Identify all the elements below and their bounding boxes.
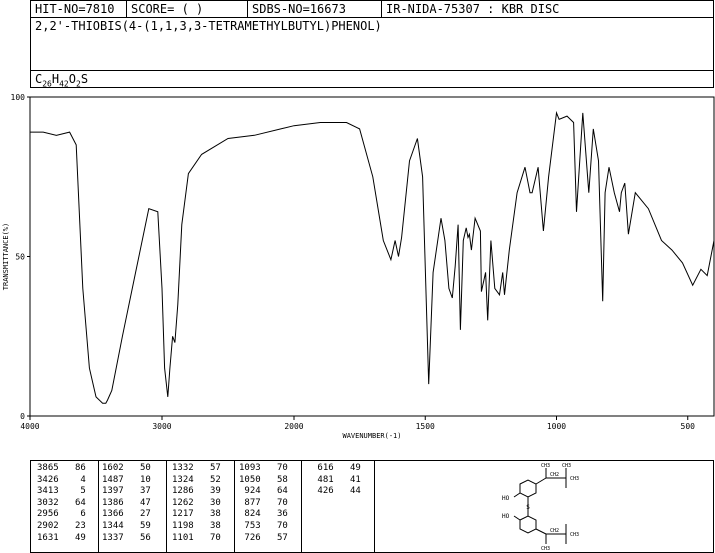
peak-row: 1101 70 bbox=[172, 532, 221, 543]
header-row-1: HIT-NO=7810 SCORE= ( ) SDBS-NO=16673 IR-… bbox=[30, 0, 714, 18]
x-axis-label: WAVENUMBER(-1) bbox=[342, 432, 401, 440]
peak-row: 3413 5 bbox=[37, 486, 86, 497]
peak-row: 481 41 bbox=[312, 474, 361, 485]
svg-text:CH2: CH2 bbox=[550, 528, 559, 534]
y-tick-label: 0 bbox=[20, 412, 25, 421]
svg-text:CH3: CH3 bbox=[570, 532, 579, 538]
x-tick-label: 500 bbox=[681, 422, 696, 431]
header-row-formula: C26H42O2S bbox=[30, 70, 714, 88]
peak-col-4: 1093 70 1050 58 924 64 877 70 824 36 753 … bbox=[239, 463, 288, 544]
chemical-structure: S HO HO CH3 CH3 CH2 CH3 CH3 CH2 CH3 bbox=[502, 463, 579, 550]
svg-text:CH3: CH3 bbox=[541, 546, 550, 550]
peak-row: 877 70 bbox=[239, 497, 288, 508]
y-tick-label: 50 bbox=[15, 253, 25, 262]
peak-row: 824 36 bbox=[239, 509, 288, 520]
plot-frame bbox=[29, 96, 715, 417]
peak-row: 1386 47 bbox=[102, 497, 151, 508]
peak-col-2: 1602 50 1487 10 1397 37 1386 47 1366 27 1344 … bbox=[102, 463, 151, 544]
peak-row: 1344 59 bbox=[102, 520, 151, 531]
peak-row: 1332 57 bbox=[172, 463, 221, 473]
peak-row: 3865 86 bbox=[37, 463, 86, 473]
peak-row: 426 44 bbox=[312, 486, 361, 497]
peak-row: 1487 10 bbox=[102, 474, 151, 485]
ir-spectrum-chart: 4000 3000 2000 1500 1000 500 0 50 100 WAVENUMBER(… bbox=[2, 93, 715, 440]
ir-identifier: IR-NIDA-75307 : KBR DISC bbox=[386, 2, 560, 16]
peak-row: 1217 38 bbox=[172, 509, 221, 520]
svg-text:CH3: CH3 bbox=[562, 463, 571, 469]
peak-row: 1050 58 bbox=[239, 474, 288, 485]
svg-text:S: S bbox=[526, 504, 530, 511]
peak-col-3: 1332 57 1324 52 1286 39 1262 30 1217 38 1198 … bbox=[172, 463, 221, 544]
x-tick-label: 3000 bbox=[152, 422, 171, 431]
x-tick-label: 1500 bbox=[416, 422, 435, 431]
peak-row: 1262 30 bbox=[172, 497, 221, 508]
peak-row: 1324 52 bbox=[172, 474, 221, 485]
x-tick-label: 1000 bbox=[547, 422, 566, 431]
score-field: SCORE= ( ) bbox=[131, 2, 204, 16]
peak-row: 3426 4 bbox=[37, 474, 86, 485]
peak-table: 3865 86 3426 4 3413 5 3032 64 2956 6 2902 23 1… bbox=[30, 460, 714, 553]
svg-text:CH3: CH3 bbox=[570, 476, 579, 482]
peak-row: 1602 50 bbox=[102, 463, 151, 473]
peak-row: 1286 39 bbox=[172, 486, 221, 497]
peak-row: 1366 27 bbox=[102, 509, 151, 520]
svg-text:HO: HO bbox=[502, 495, 510, 502]
y-tick-label: 100 bbox=[11, 93, 26, 102]
peak-row: 2902 23 bbox=[37, 520, 86, 531]
x-tick-label: 4000 bbox=[20, 422, 39, 431]
hit-number: HIT-NO=7810 bbox=[35, 2, 115, 16]
peak-col-1: 3865 86 3426 4 3413 5 3032 64 2956 6 2902 23 1… bbox=[37, 463, 86, 544]
peak-row: 1093 70 bbox=[239, 463, 288, 473]
peak-row: 3032 64 bbox=[37, 497, 86, 508]
peak-row: 924 64 bbox=[239, 486, 288, 497]
peak-row: 1631 49 bbox=[37, 532, 86, 543]
svg-text:CH3: CH3 bbox=[541, 463, 550, 469]
peak-row: 726 57 bbox=[239, 532, 288, 543]
peak-row: 1397 37 bbox=[102, 486, 151, 497]
peak-row: 2956 6 bbox=[37, 509, 86, 520]
header-row-compound: 2,2'-THIOBIS(4-(1,1,3,3-TETRAMETHYLBUTYL… bbox=[30, 17, 714, 71]
compound-name: 2,2'-THIOBIS(4-(1,1,3,3-TETRAMETHYLBUTYL… bbox=[35, 19, 382, 33]
peak-col-5: 616 49 481 41 426 44 bbox=[312, 463, 361, 498]
peak-row: 1337 56 bbox=[102, 532, 151, 543]
peak-row: 1198 38 bbox=[172, 520, 221, 531]
svg-text:CH2: CH2 bbox=[550, 472, 559, 478]
x-tick-label: 2000 bbox=[284, 422, 303, 431]
peak-row: 753 70 bbox=[239, 520, 288, 531]
sdbs-number: SDBS-NO=16673 bbox=[252, 2, 346, 16]
peak-row: 616 49 bbox=[312, 463, 361, 473]
molecular-formula: C26H42O2S bbox=[35, 72, 89, 89]
y-axis-label: TRANSMITTANCE(%) bbox=[2, 223, 10, 290]
svg-text:HO: HO bbox=[502, 513, 510, 520]
spectrum-line bbox=[30, 110, 715, 404]
